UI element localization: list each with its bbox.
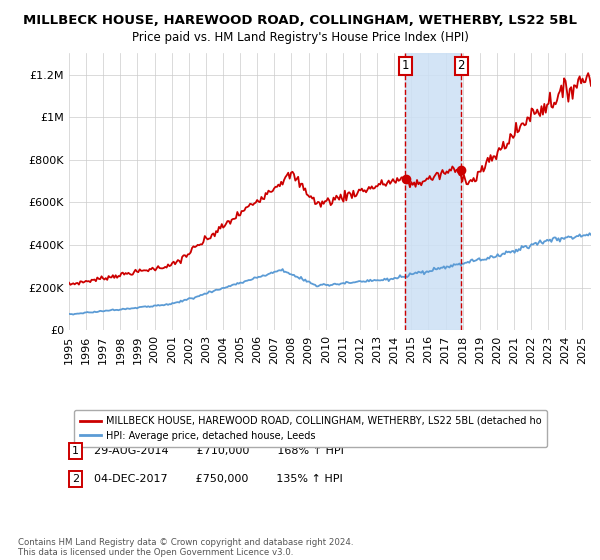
Bar	[406, 53, 461, 330]
Text: 2: 2	[72, 474, 79, 484]
Legend: MILLBECK HOUSE, HAREWOOD ROAD, COLLINGHAM, WETHERBY, LS22 5BL (detached ho, HPI:: MILLBECK HOUSE, HAREWOOD ROAD, COLLINGHA…	[74, 410, 547, 447]
Text: 04-DEC-2017        £750,000        135% ↑ HPI: 04-DEC-2017 £750,000 135% ↑ HPI	[87, 474, 343, 484]
Text: Price paid vs. HM Land Registry's House Price Index (HPI): Price paid vs. HM Land Registry's House …	[131, 31, 469, 44]
Text: Contains HM Land Registry data © Crown copyright and database right 2024.
This d: Contains HM Land Registry data © Crown c…	[18, 538, 353, 557]
Text: 1: 1	[402, 59, 409, 72]
Text: 29-AUG-2014        £710,000        168% ↑ HPI: 29-AUG-2014 £710,000 168% ↑ HPI	[87, 446, 344, 456]
Text: MILLBECK HOUSE, HAREWOOD ROAD, COLLINGHAM, WETHERBY, LS22 5BL: MILLBECK HOUSE, HAREWOOD ROAD, COLLINGHA…	[23, 14, 577, 27]
Text: 1: 1	[72, 446, 79, 456]
Text: 2: 2	[458, 59, 465, 72]
